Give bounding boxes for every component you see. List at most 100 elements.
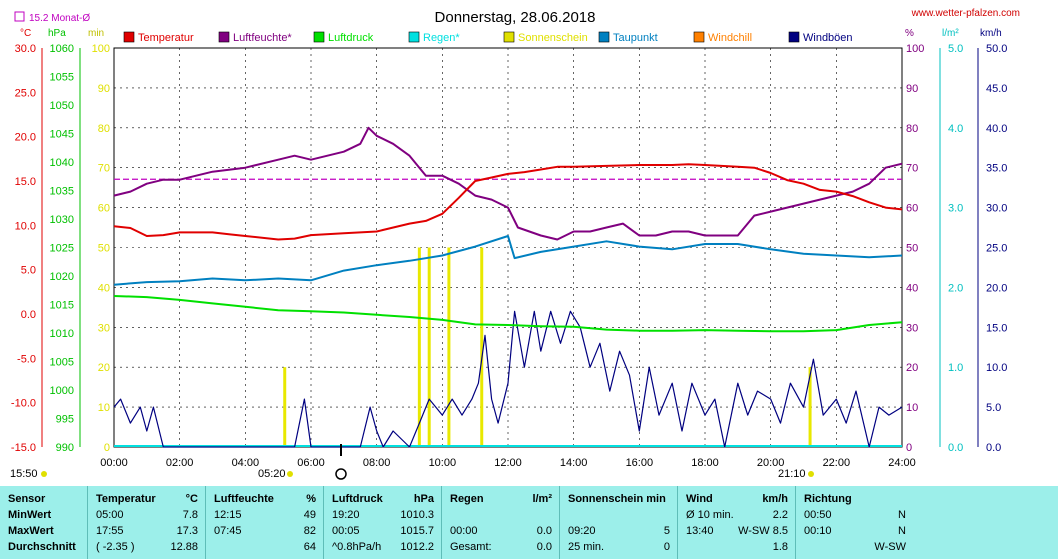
legend-label: Luftdruck — [328, 32, 374, 44]
humidity-axis-tick: 100 — [906, 43, 924, 55]
stats-cell-value: 7.8 — [182, 509, 198, 521]
legend-swatch — [503, 31, 515, 43]
legend-label: Taupunkt — [613, 32, 658, 44]
pressure-axis-tick: 1020 — [50, 271, 74, 283]
stats-column: Luftfeuchte% 12:15 49 07:45 82 64 — [205, 486, 324, 559]
series-luftdruck — [113, 295, 903, 333]
time-axis-tick: 10:00 — [429, 457, 457, 469]
temp-axis-tick: -5.0 — [17, 353, 36, 365]
rain-axis-tick: 3.0 — [948, 203, 963, 215]
sunrise-sun-icon — [287, 471, 293, 477]
legend-label: Temperatur — [138, 32, 194, 44]
wind-axis-tick: 5.0 — [986, 402, 1001, 414]
pressure-axis-tick: 1035 — [50, 186, 74, 198]
stats-cell-value: 49 — [303, 509, 316, 521]
sunshine-bar — [447, 247, 451, 447]
stats-cell-value: W-SW — [874, 541, 906, 553]
pressure-axis-tick: 990 — [56, 442, 74, 454]
statistics-table: Sensor MinWert MaxWert Durchschnitt Temperat… — [0, 486, 1058, 559]
stats-cell-time: 12:15 — [214, 509, 242, 521]
temp-axis-tick: 0.0 — [21, 309, 36, 321]
time-axis-tick: 22:00 — [823, 457, 851, 469]
stats-cell-time: Ø 10 min. — [686, 509, 734, 521]
unit-lm2: l/m² — [942, 28, 959, 39]
unit-hpa: hPa — [48, 28, 66, 39]
stats-header: Richtung — [804, 493, 852, 505]
stats-unit: % — [306, 493, 316, 505]
weather-chart: 30.0 25.0 20.0 15.0 10.0 5.0 0.0 -5.0 -10.0 -15.0… — [10, 8, 1020, 480]
rain-axis-tick: 4.0 — [948, 123, 963, 135]
humidity-axis-tick: 90 — [906, 83, 918, 95]
wind-axis-tick: 10.0 — [986, 362, 1007, 374]
time-axis-tick: 24:00 — [888, 457, 916, 469]
stats-cell-value: 1.8 — [772, 541, 788, 553]
stats-cell-value: 82 — [303, 525, 316, 537]
stats-header: Wind — [686, 493, 713, 505]
stats-header: Temperatur — [96, 493, 156, 505]
stats-cell-time: Gesamt: — [450, 541, 492, 553]
series-luftfeuchte — [113, 126, 903, 241]
stats-cell-time: 00:00 — [450, 525, 478, 537]
stats-column: Temperatur °C 05:00 7.8 17:55 17.3 ( -2.35 ) 12… — [87, 486, 206, 559]
humidity-axis-tick: 60 — [906, 203, 918, 215]
time-axis-tick: 20:00 — [757, 457, 785, 469]
stats-cell-value: 2.2 — [772, 509, 788, 521]
sunshine-bar — [417, 247, 421, 447]
wind-axis-tick: 25.0 — [986, 243, 1007, 255]
sunset-sun-icon — [808, 471, 814, 477]
stats-header: Regen — [450, 493, 484, 505]
sunshine-axis-tick: 70 — [98, 163, 110, 175]
stats-cell-time: 17:55 — [96, 525, 124, 537]
stats-cell-value: 12.88 — [170, 541, 198, 553]
monthly-avg-label: 15.2 Monat-Ø — [29, 13, 90, 24]
chart-axes: 30.0 25.0 20.0 15.0 10.0 5.0 0.0 -5.0 -10.0 -15.0… — [11, 43, 1008, 469]
sunshine-bar — [480, 247, 484, 447]
temp-axis-tick: 10.0 — [15, 220, 36, 232]
moon-phase-icon — [335, 468, 347, 480]
time-axis-tick: 06:00 — [297, 457, 325, 469]
series-lines — [113, 126, 903, 448]
series-windböen — [113, 310, 903, 448]
legend-swatch — [693, 31, 705, 43]
pressure-axis-tick: 1055 — [50, 72, 74, 84]
humidity-axis-tick: 10 — [906, 402, 918, 414]
sunshine-axis-tick: 50 — [98, 243, 110, 255]
stats-cell-time: 09:20 — [568, 525, 596, 537]
sunshine-axis-tick: 30 — [98, 322, 110, 334]
sunshine-axis-tick: 100 — [92, 43, 110, 55]
pressure-axis-tick: 1060 — [50, 43, 74, 55]
temp-axis-tick: 30.0 — [15, 43, 36, 55]
legend-swatch — [123, 31, 135, 43]
legend-label: Luftfeuchte* — [233, 32, 292, 44]
humidity-axis-tick: 30 — [906, 322, 918, 334]
sunshine-axis-tick: 10 — [98, 402, 110, 414]
legend-swatch — [218, 31, 230, 43]
stats-cell-value: 5 — [663, 525, 670, 537]
wind-axis-tick: 20.0 — [986, 282, 1007, 294]
rain-axis-tick: 5.0 — [948, 43, 963, 55]
stats-cell-time: 13:40 — [686, 525, 714, 537]
stats-cell-value: 0.0 — [536, 525, 552, 537]
stats-cell-value: W-SW 8.5 — [738, 525, 788, 537]
stats-cell-value: 1012.2 — [400, 541, 434, 553]
wind-axis-tick: 30.0 — [986, 203, 1007, 215]
stats-header: Sensor — [8, 493, 46, 505]
humidity-axis-tick: 50 — [906, 243, 918, 255]
temp-axis-tick: -15.0 — [11, 442, 36, 454]
pressure-axis-tick: 1000 — [50, 385, 74, 397]
pressure-axis-tick: 1050 — [50, 100, 74, 112]
wind-axis-tick: 45.0 — [986, 83, 1007, 95]
stats-cell-value: 1015.7 — [400, 525, 434, 537]
time-axis-tick: 12:00 — [494, 457, 522, 469]
unit-temp: °C — [20, 28, 31, 39]
pressure-axis-tick: 1040 — [50, 157, 74, 169]
humidity-axis-tick: 70 — [906, 163, 918, 175]
stats-cell-time: 00:05 — [332, 525, 360, 537]
stats-cell-time: 00:50 — [804, 509, 832, 521]
stats-unit: hPa — [413, 493, 434, 505]
unit-min: min — [88, 28, 104, 39]
legend-swatch — [313, 31, 325, 43]
chart-grid — [113, 47, 903, 448]
legend-swatch — [788, 31, 800, 43]
rain-axis-tick: 1.0 — [948, 362, 963, 374]
